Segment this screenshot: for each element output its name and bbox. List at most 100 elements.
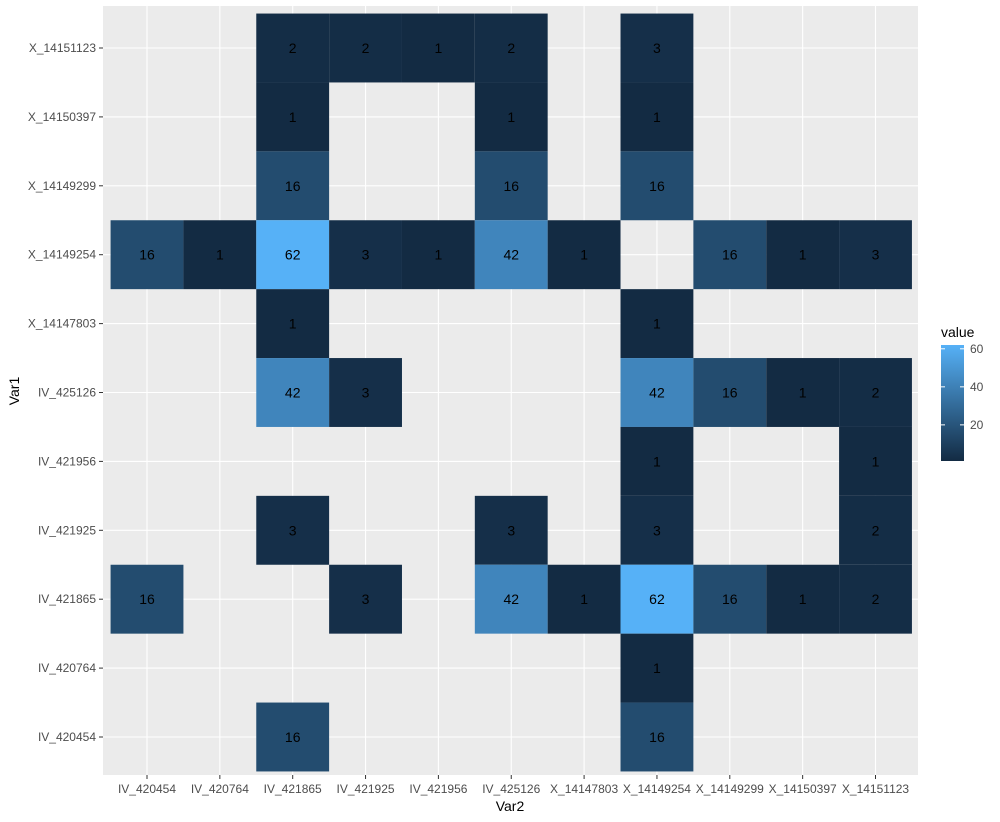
cell-value-label: 2 (872, 522, 880, 538)
heatmap-cell (620, 702, 694, 772)
cell-value-label: 1 (799, 591, 807, 607)
cell-value-label: 1 (653, 660, 661, 676)
cell-value-label: 16 (722, 385, 738, 401)
x-tick-label: X_14149299 (696, 782, 764, 796)
heatmap-cell (620, 633, 694, 703)
cell-value-label: 16 (139, 247, 155, 263)
cell-value-label: 1 (580, 247, 588, 263)
cell-value-label: 1 (507, 109, 515, 125)
cell-value-label: 1 (872, 453, 880, 469)
cell-value-label: 16 (285, 729, 301, 745)
cell-value-label: 16 (722, 591, 738, 607)
cell-value-label: 16 (649, 178, 665, 194)
heatmap-cell (693, 220, 767, 290)
y-axis-title: Var1 (6, 377, 22, 406)
cell-value-label: 16 (139, 591, 155, 607)
legend-tick-label: 60 (970, 342, 984, 356)
heatmap-cell (839, 358, 912, 427)
cell-value-label: 42 (649, 385, 665, 401)
heatmap-cell (620, 82, 694, 152)
y-tick-label: X_14149299 (28, 179, 96, 193)
x-tick-label: IV_421925 (337, 782, 395, 796)
heatmap-cell (256, 495, 330, 565)
y-tick-label: X_14149254 (28, 248, 96, 262)
cell-value-label: 16 (722, 247, 738, 263)
heatmap-cell (474, 13, 548, 83)
heatmap-cell (256, 358, 330, 427)
y-axis-ticks: IV_420454 IV_420764 IV_421865 IV_421925 IV_4… (28, 41, 103, 744)
heatmap-cell (256, 13, 330, 83)
x-tick-label: IV_420764 (191, 782, 249, 796)
heatmap-cell (620, 289, 694, 359)
cell-value-label: 2 (289, 40, 297, 56)
cell-value-label: 1 (653, 316, 661, 332)
heatmap-cell (474, 151, 548, 221)
cell-value-label: 3 (362, 591, 370, 607)
legend-ticks: 20 40 60 (941, 342, 984, 432)
heatmap-cell (256, 702, 330, 772)
y-tick-label: IV_420454 (38, 730, 96, 744)
cell-value-label: 42 (285, 385, 301, 401)
heatmap-cell (693, 358, 767, 427)
cell-value-label: 1 (799, 385, 807, 401)
heatmap-cell (693, 564, 767, 634)
x-axis-ticks: IV_420454 IV_420764 IV_421865 IV_421925 IV_4… (118, 775, 909, 796)
heatmap-cell (474, 82, 548, 152)
x-tick-label: IV_421865 (264, 782, 322, 796)
cell-value-label: 42 (503, 591, 519, 607)
heatmap-cell (766, 358, 840, 427)
cell-value-label: 1 (216, 247, 224, 263)
heatmap-cell (256, 151, 330, 221)
heatmap-cell (401, 13, 475, 83)
cell-value-label: 2 (362, 40, 370, 56)
cell-value-label: 1 (799, 247, 807, 263)
heatmap-cell (183, 220, 257, 290)
heatmap-cell (620, 13, 694, 83)
heatmap-cell (401, 220, 475, 290)
heatmap-cells (110, 13, 912, 772)
legend-title: value (941, 324, 975, 340)
cell-value-label: 2 (872, 385, 880, 401)
y-tick-label: IV_421956 (38, 454, 96, 468)
cell-value-label: 3 (289, 522, 297, 538)
cell-value-label: 3 (872, 247, 880, 263)
legend: value 20 40 60 (941, 324, 984, 461)
cell-value-label: 1 (580, 591, 588, 607)
x-tick-label: X_14150397 (769, 782, 837, 796)
heatmap-cell (839, 426, 912, 496)
heatmap-cell (329, 220, 402, 290)
legend-colorbar (941, 345, 964, 461)
x-tick-label: IV_425126 (482, 782, 540, 796)
cell-value-label: 16 (503, 178, 519, 194)
cell-value-label: 62 (285, 247, 301, 263)
y-tick-label: IV_420764 (38, 661, 96, 675)
legend-tick-label: 20 (970, 418, 984, 432)
heatmap-cell (839, 564, 912, 634)
heatmap-cell (110, 564, 184, 634)
heatmap-cell (256, 82, 330, 152)
cell-value-label: 3 (362, 247, 370, 263)
cell-value-label: 16 (649, 729, 665, 745)
heatmap-cell (620, 495, 694, 565)
heatmap-cell (839, 495, 912, 565)
heatmap-cell (766, 220, 840, 290)
y-tick-label: X_14150397 (28, 110, 96, 124)
heatmap-cell (256, 220, 330, 290)
x-tick-label: IV_421956 (409, 782, 467, 796)
cell-value-label: 1 (653, 109, 661, 125)
x-tick-label: X_14151123 (842, 782, 910, 796)
cell-value-label: 2 (507, 40, 515, 56)
cell-value-label: 3 (507, 522, 515, 538)
y-tick-label: IV_425126 (38, 386, 96, 400)
x-axis-title: Var2 (496, 798, 525, 814)
heatmap-cell (547, 564, 621, 634)
x-tick-label: IV_420454 (118, 782, 176, 796)
cell-value-label: 1 (435, 247, 443, 263)
cell-value-label: 2 (872, 591, 880, 607)
heatmap-cell (474, 495, 548, 565)
y-tick-label: X_14151123 (29, 41, 97, 55)
x-tick-label: X_14147803 (550, 782, 618, 796)
heatmap-cell (110, 220, 184, 290)
heatmap-cell (329, 13, 402, 83)
heatmap-cell (620, 358, 694, 427)
